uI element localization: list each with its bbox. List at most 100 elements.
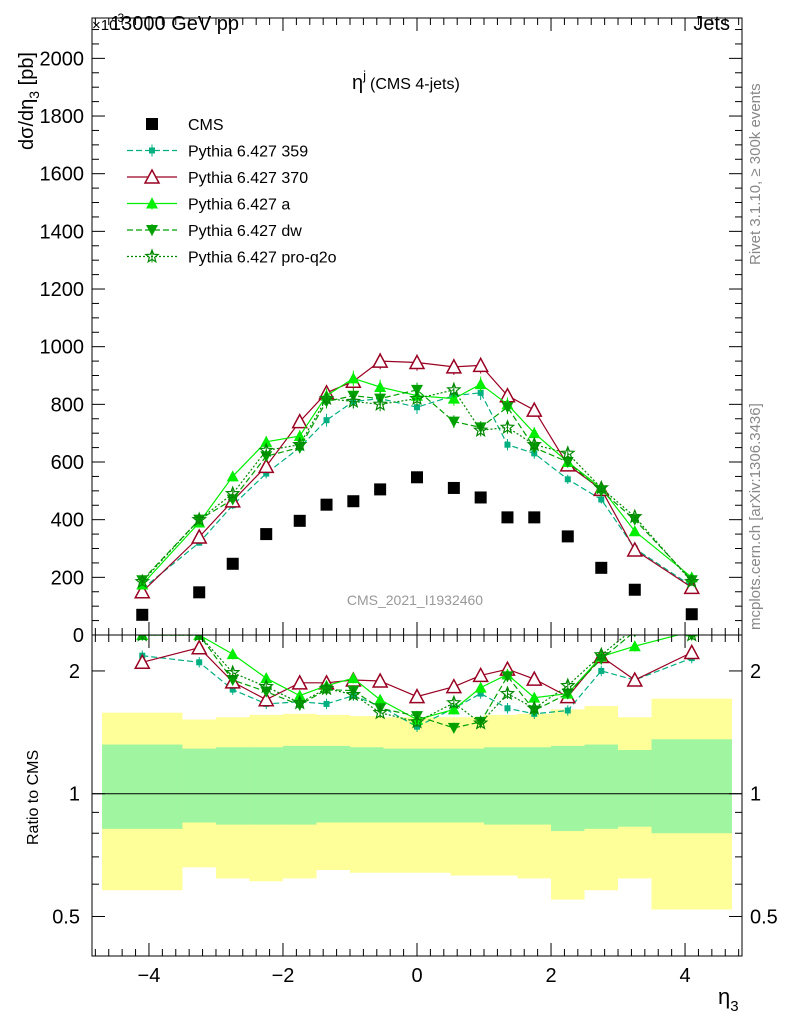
data-point [293,514,306,527]
ratio-point [408,688,426,704]
ratio-y-tick-label-right: 0.5 [750,906,778,928]
data-point [447,392,460,404]
y-tick-label: 800 [51,394,84,416]
ratio-plot-area [134,635,700,734]
ratio-point [190,639,208,655]
legend-label: CMS [188,117,224,134]
ratio-point [528,691,541,703]
inner-band-bin [349,747,384,823]
data-point [526,401,543,417]
ratio-point [560,677,576,693]
ratio-point [371,672,389,688]
main-plot-area [134,352,700,621]
header-energy: 13000 GeV pp [110,13,239,35]
series-1 [139,385,695,592]
inner-band-bin [584,744,619,829]
main-ylabel: dσ/dη3 [pb] [16,52,42,150]
data-point [595,561,608,574]
ratio-point [472,666,489,683]
axes: 0 200 400 600 800 1000 1200 1400 1600 1800 2000 −4 −… [40,17,778,987]
inner-band-bin [450,748,485,823]
ratio-ylabel: Ratio to CMS [25,750,42,845]
data-point [257,457,275,474]
ratio-series-group [134,635,700,734]
ratio-point [447,722,460,734]
y-tick-label: 1400 [40,221,85,243]
data-point [226,470,239,482]
ratio-y-tick-label: 2 [69,661,80,683]
ratio-point [626,671,644,687]
series-line [141,389,693,581]
ratio-point [258,678,274,694]
ratio-y-tick-label-right: 2 [750,661,761,683]
ratio-point [504,705,511,712]
x-tick-label: 4 [679,965,690,987]
legend-label: Pythia 6.427 a [188,197,290,214]
x-tick-label: −2 [272,965,295,987]
ratio-point [347,672,360,684]
legend-label: Pythia 6.427 370 [188,170,308,187]
plot-title: ηj(CMS 4-jets) [352,68,460,94]
inner-band-bin [215,747,250,825]
ratio-point [229,686,236,693]
data-point [593,479,610,495]
y-tick-label: 1800 [40,106,85,128]
y-tick-label: 600 [51,452,84,474]
ratio-series-4 [137,635,697,730]
ratio-point [472,714,489,730]
ratio-point [257,691,275,707]
data-point [372,396,388,411]
ratio-uncertainty-bands [92,698,742,910]
data-point [474,378,487,390]
data-point [134,573,150,589]
data-point [499,419,516,435]
data-point [318,390,335,406]
ratio-point [447,703,460,715]
ratio-point [683,643,700,660]
mcplots-label: mcplots.cern.ch [arXiv:1306.3436] [747,403,764,630]
data-point [371,352,389,368]
ratio-y-tick-label-right: 1 [750,784,761,806]
data-point [528,427,541,439]
legend-label: Pythia 6.427 359 [188,144,308,161]
data-point [501,402,514,414]
data-point [628,525,641,537]
y-tick-label: 2000 [40,48,85,70]
ratio-point [345,686,362,702]
inner-band-bin [182,748,216,823]
data-point [472,422,489,437]
ratio-point [291,674,308,690]
y-tick-label: 200 [51,567,84,589]
ratio-point [564,707,571,714]
data-point [320,498,333,511]
series-0 [136,471,698,621]
data-point [628,583,641,596]
data-point [374,483,387,496]
x-tick-label: 2 [545,965,556,987]
data-point [684,573,700,589]
inner-band-bin [282,745,317,825]
ratio-point [224,664,241,680]
rivet-label: Rivet 3.1.10, ≥ 300k events [747,83,764,265]
ratio-point [501,671,514,683]
data-point [347,372,360,384]
data-point [627,508,643,524]
ratio-point [318,680,335,696]
data-point [224,485,241,501]
data-point [598,496,605,503]
data-point [190,528,208,544]
data-point [411,471,423,484]
data-point [561,530,574,543]
y-tick-label: 1000 [40,337,85,359]
data-point [477,389,484,396]
data-point [414,404,420,411]
data-point [345,393,362,409]
data-point [504,441,511,448]
inner-band-bin [102,744,183,829]
inner-band-bin [651,739,732,834]
data-point [472,356,489,373]
inner-band-bin [249,747,283,825]
ratio-point [134,653,151,670]
ratio-point [633,635,637,638]
